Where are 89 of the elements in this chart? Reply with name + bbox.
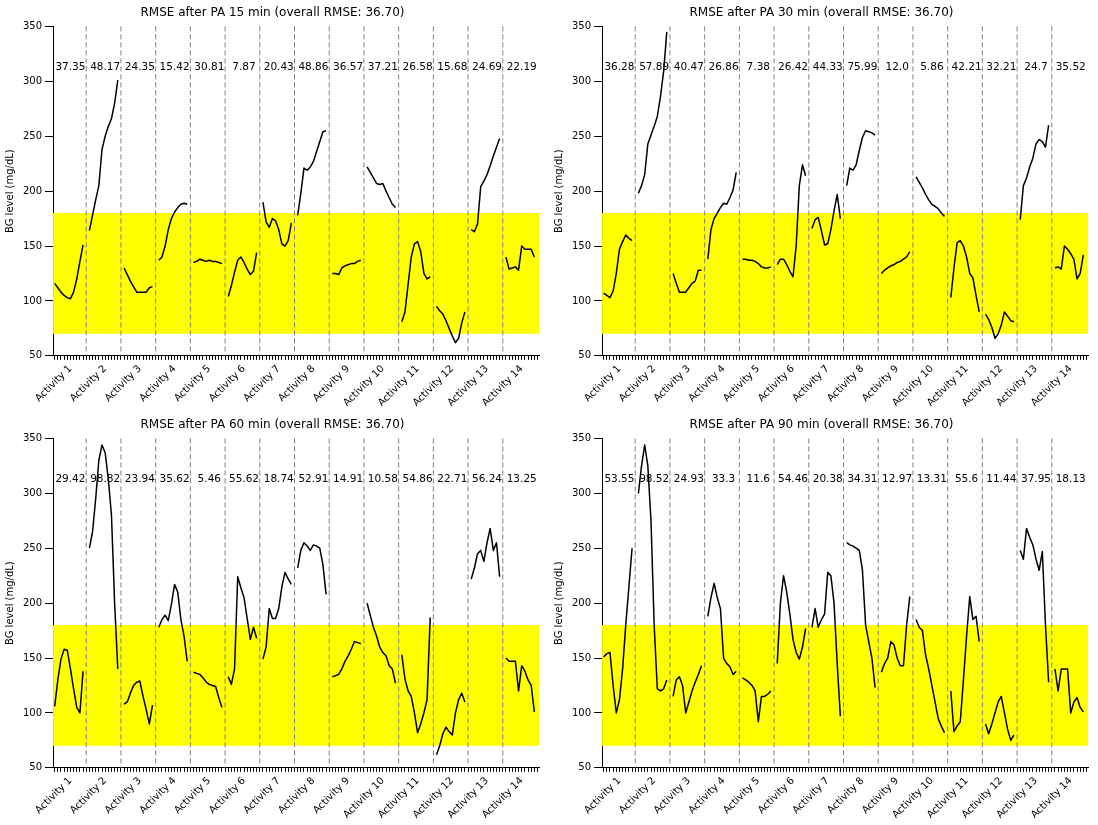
annotation: 15.68 <box>437 60 468 73</box>
y-tick-label: 200 <box>571 184 592 196</box>
annotation: 37.21 <box>367 60 398 73</box>
annotation: 22.19 <box>506 60 537 73</box>
annotation: 44.33 <box>812 60 843 73</box>
annotation: 5.86 <box>920 60 944 73</box>
annotation: 22.71 <box>437 472 468 485</box>
annotation: 75.99 <box>847 60 878 73</box>
annotation: 7.38 <box>746 60 770 73</box>
annotation: 36.57 <box>333 60 364 73</box>
y-tick-label: 250 <box>571 129 592 141</box>
annotation: 37.95 <box>1020 472 1052 485</box>
y-axis-title: BG level (mg/dL) <box>3 561 15 645</box>
annotation: 35.62 <box>159 472 190 485</box>
annotation: 52.91 <box>298 472 329 485</box>
y-tick-label: 150 <box>22 651 43 663</box>
annotation: 13.25 <box>506 472 537 485</box>
annotation: 24.93 <box>673 472 704 485</box>
y-tick-label: 100 <box>22 294 43 306</box>
annotation: 54.46 <box>777 472 809 485</box>
annotation: 48.86 <box>298 60 329 73</box>
annotation: 12.0 <box>885 60 909 73</box>
annotation: 48.17 <box>90 60 121 73</box>
annotation: 13.31 <box>916 472 947 485</box>
annotation: 42.21 <box>951 60 982 73</box>
y-tick-label: 350 <box>22 19 43 31</box>
annotation: 20.43 <box>263 60 294 73</box>
annotation: 33.3 <box>711 472 736 485</box>
annotation: 53.55 <box>604 472 635 485</box>
annotation: 37.35 <box>55 60 86 73</box>
y-tick-label: 100 <box>571 706 592 718</box>
y-tick-label: 300 <box>571 74 592 86</box>
annotation: 12.97 <box>882 472 913 485</box>
annotation: 54.86 <box>402 472 433 485</box>
annotation: 36.28 <box>604 60 635 73</box>
y-tick-label: 250 <box>22 541 43 553</box>
annotation: 15.42 <box>159 60 190 73</box>
y-tick-label: 350 <box>571 431 592 443</box>
chart-title: RMSE after PA 15 min (overall RMSE: 36.70) <box>140 5 405 20</box>
y-axis-title: BG level (mg/dL) <box>3 149 15 233</box>
y-tick-label: 300 <box>22 486 43 498</box>
y-tick-label: 50 <box>578 761 592 773</box>
annotation: 20.38 <box>812 472 843 485</box>
chart-title: RMSE after PA 60 min (overall RMSE: 36.70) <box>140 417 405 432</box>
y-tick-label: 100 <box>22 706 43 718</box>
annotation: 29.42 <box>55 472 86 485</box>
chart-title: RMSE after PA 90 min (overall RMSE: 36.70) <box>689 417 954 432</box>
annotation: 24.69 <box>471 60 503 73</box>
y-tick-label: 350 <box>571 19 592 31</box>
annotation: 24.7 <box>1024 60 1048 73</box>
annotation: 10.58 <box>367 472 398 485</box>
annotation: 32.21 <box>986 60 1017 73</box>
annotation: 26.58 <box>402 60 433 73</box>
y-tick-label: 50 <box>578 349 592 361</box>
y-tick-label: 200 <box>22 184 43 196</box>
y-tick-label: 50 <box>29 349 43 361</box>
y-tick-label: 300 <box>22 74 43 86</box>
annotation: 5.46 <box>197 472 222 485</box>
annotation: 35.52 <box>1055 60 1086 73</box>
y-tick-label: 50 <box>29 761 43 773</box>
y-tick-label: 250 <box>571 541 592 553</box>
y-tick-label: 150 <box>571 651 592 663</box>
annotation: 23.94 <box>124 472 156 485</box>
annotation: 18.74 <box>263 472 295 485</box>
annotation: 24.35 <box>124 60 155 73</box>
annotation: 11.6 <box>746 472 771 485</box>
annotation: 34.31 <box>847 472 878 485</box>
y-tick-label: 150 <box>571 239 592 251</box>
annotation: 55.62 <box>228 472 260 485</box>
annotation: 11.44 <box>986 472 1017 485</box>
annotation: 14.91 <box>333 472 364 485</box>
chart-title: RMSE after PA 30 min (overall RMSE: 36.70) <box>689 5 954 20</box>
y-tick-label: 350 <box>22 431 43 443</box>
annotation: 7.87 <box>232 60 256 73</box>
annotation: 56.24 <box>471 472 503 485</box>
annotation: 18.13 <box>1055 472 1086 485</box>
annotation: 40.47 <box>673 60 704 73</box>
annotation: 26.42 <box>777 60 809 73</box>
y-tick-label: 150 <box>22 239 43 251</box>
y-axis-title: BG level (mg/dL) <box>552 561 564 645</box>
y-tick-label: 250 <box>22 129 43 141</box>
y-axis-title: BG level (mg/dL) <box>552 149 564 233</box>
annotation: 30.81 <box>194 60 225 73</box>
y-tick-label: 300 <box>571 486 592 498</box>
annotation: 55.6 <box>954 472 979 485</box>
y-tick-label: 100 <box>571 294 592 306</box>
annotation: 26.86 <box>708 60 739 73</box>
y-tick-label: 200 <box>22 596 43 608</box>
y-tick-label: 200 <box>571 596 592 608</box>
